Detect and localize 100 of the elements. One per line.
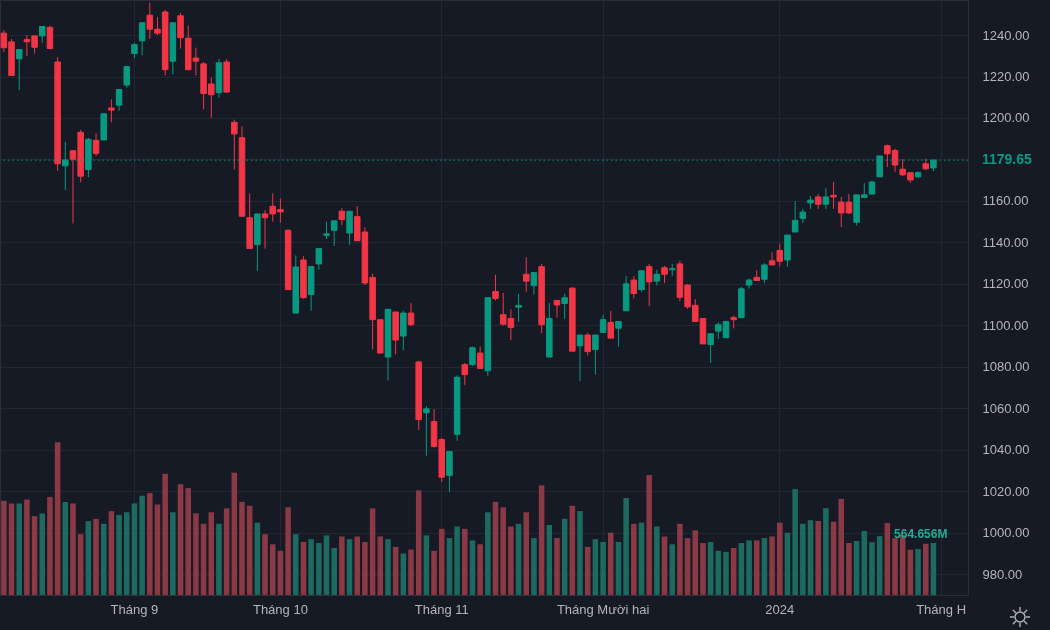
bar [85,521,92,595]
bar [293,534,299,595]
bar [400,553,407,595]
y-tick-label: 1020.00 [982,483,1030,499]
bar [769,536,775,595]
bar [623,498,629,595]
bar [200,523,207,595]
bar [930,542,937,595]
bar [815,520,821,595]
bar [385,539,391,595]
bar [446,538,453,595]
y-tick-label: 1240.00 [982,27,1030,43]
y-tick-label: 1100.00 [982,317,1029,333]
x-tick-label: Tháng Mười hai [556,601,650,617]
candlestick [561,293,568,320]
bar [838,498,844,595]
candlestick [461,362,469,386]
bar [508,526,514,595]
bar [730,548,737,595]
bar [369,508,376,595]
bar [615,541,622,595]
bar [462,528,468,595]
bar [753,540,760,595]
bar [500,507,506,595]
bar [100,523,107,595]
data-label: 564.656M [894,526,948,541]
candlestick [530,272,538,296]
bar [231,472,238,595]
candlestick [592,334,599,376]
bar [108,511,115,595]
y-tick-label: 1060.00 [982,400,1030,416]
bar [331,548,337,595]
candlestick [615,321,622,348]
bar [223,508,230,595]
y-tick-label: 1080.00 [982,359,1030,375]
bar [684,538,691,595]
candlestick [522,256,530,293]
candlestick [791,200,799,233]
candlestick [138,22,146,56]
candlestick [607,310,615,339]
bar [723,551,729,595]
bar [715,550,722,595]
x-tick-label: 2024 [765,601,795,617]
candlestick [423,405,430,457]
y-tick-label: 1160.00 [982,193,1029,209]
bar [8,503,15,595]
bar [116,514,122,595]
bar [208,512,215,595]
bar [139,495,145,595]
bar [869,542,875,595]
bar [800,523,806,595]
bar [254,522,261,595]
candlestick [584,332,591,356]
bar [538,485,545,595]
bar [39,513,46,595]
bar [884,522,891,595]
bar [853,541,860,595]
bar [454,526,460,595]
bar [861,530,868,595]
bar [807,520,814,595]
bar [31,516,38,595]
bar [431,550,437,595]
bar [600,541,606,595]
bar [124,512,130,595]
bar [154,504,161,595]
bar [892,538,898,595]
y-tick-label: 1200.00 [982,110,1030,126]
bar [777,522,783,595]
bar [654,526,660,595]
candlestick [630,275,638,300]
bar [415,490,422,595]
bar [646,474,652,595]
x-tick-label: Tháng H [916,601,967,617]
y-tick-label: 980.00 [982,566,1023,582]
bar [531,538,537,595]
bar [700,543,706,595]
bar [316,543,322,595]
bar [523,512,530,595]
candlestick [830,181,837,210]
candlestick [92,132,100,157]
bar [377,536,384,595]
bar [177,484,184,595]
bar [47,496,53,595]
bar [185,488,191,595]
candlestick [330,220,338,247]
bar [346,539,353,595]
candlestick [638,270,645,293]
bar [692,530,699,595]
bar [246,505,253,595]
candlestick [707,333,714,364]
bar [308,539,314,595]
bar [922,543,929,595]
bar [784,532,791,595]
bar [285,507,291,595]
bar [792,489,798,595]
bar [93,518,99,595]
bar [669,544,675,595]
bar [561,518,568,595]
bar [876,536,883,595]
bar [661,536,668,595]
